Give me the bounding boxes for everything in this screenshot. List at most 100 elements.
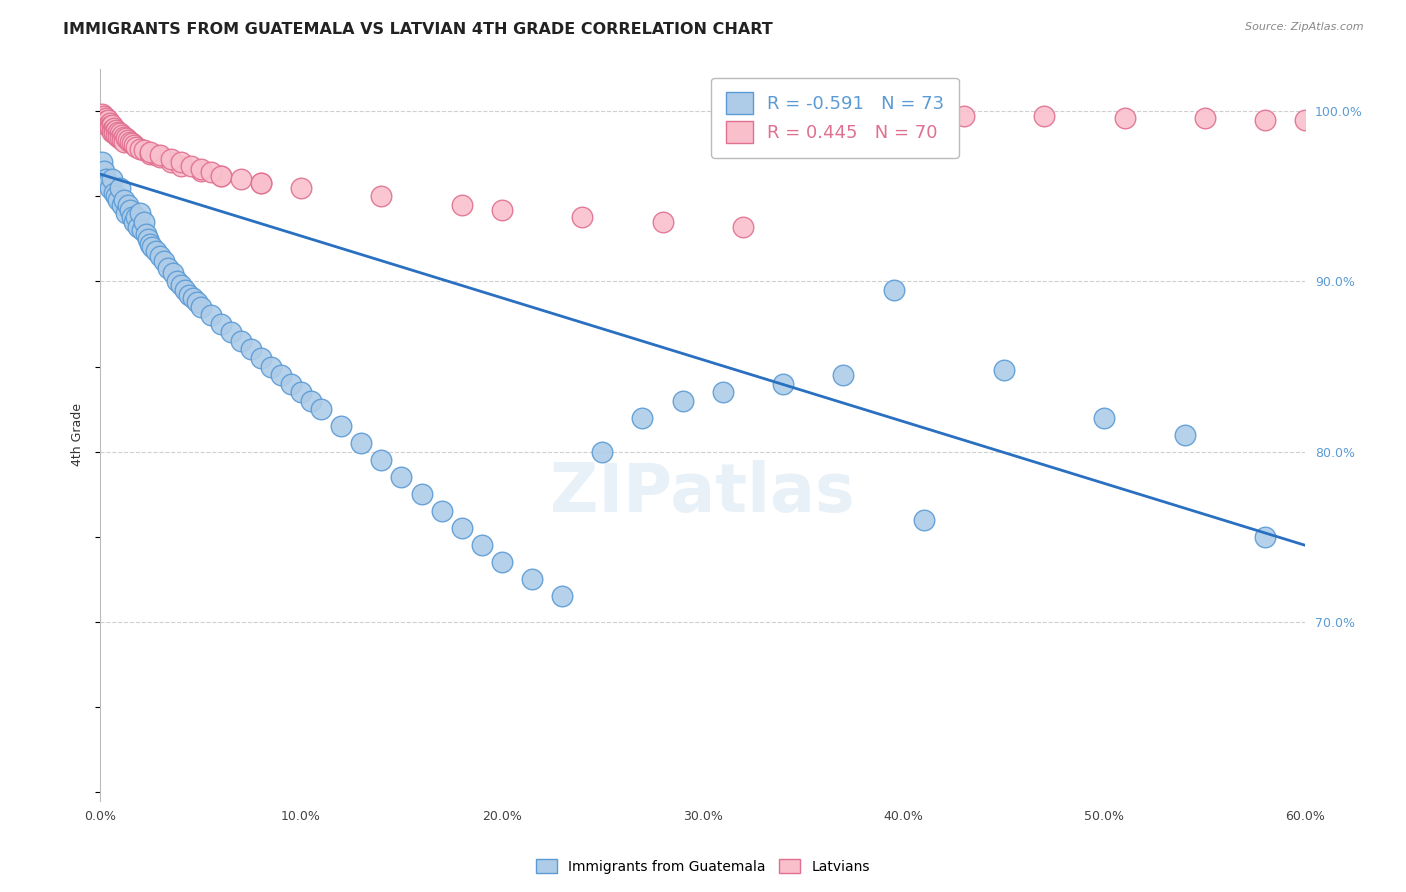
Point (139, 145, 162, 159)
Point (190, 163, 212, 178)
Point (134, 215, 156, 229)
Point (591, 444, 613, 458)
Point (180, 159, 202, 173)
Point (107, 193, 129, 207)
Point (219, 326, 242, 340)
Point (120, 135, 142, 149)
Y-axis label: 4th Grade: 4th Grade (72, 403, 84, 467)
Legend: R = -0.591   N = 73, R = 0.445   N = 70: R = -0.591 N = 73, R = 0.445 N = 70 (711, 78, 959, 158)
Point (1174, 427, 1197, 442)
Point (112, 135, 135, 149)
Point (145, 244, 167, 258)
Point (631, 410, 654, 425)
Point (101, 172, 124, 186)
Point (852, 107, 875, 121)
Point (1033, 109, 1056, 123)
Point (97, 176, 120, 190)
Point (105, 123, 128, 137)
Point (290, 385, 312, 400)
Point (672, 393, 695, 408)
Point (115, 206, 138, 220)
Point (121, 136, 143, 151)
Point (97, 112, 120, 127)
Point (430, 504, 453, 518)
Point (124, 215, 146, 229)
Point (131, 223, 153, 237)
Point (110, 131, 132, 145)
Point (135, 227, 157, 241)
Point (105, 189, 128, 203)
Point (124, 138, 146, 153)
Point (107, 124, 129, 138)
Point (711, 385, 734, 400)
Point (169, 277, 191, 292)
Point (93, 163, 115, 178)
Point (97, 120, 120, 134)
Point (883, 283, 905, 297)
Text: IMMIGRANTS FROM GUATEMALA VS LATVIAN 4TH GRADE CORRELATION CHART: IMMIGRANTS FROM GUATEMALA VS LATVIAN 4TH… (63, 22, 773, 37)
Point (120, 202, 142, 217)
Point (181, 292, 204, 306)
Point (96, 172, 118, 186)
Point (250, 351, 273, 365)
Legend: Immigrants from Guatemala, Latvians: Immigrants from Guatemala, Latvians (529, 852, 877, 880)
Point (1294, 112, 1316, 127)
Text: ZIPatlas: ZIPatlas (550, 460, 855, 526)
Point (1114, 111, 1136, 125)
Point (250, 176, 273, 190)
Point (91, 155, 114, 169)
Point (127, 219, 149, 234)
Point (229, 172, 252, 186)
Point (166, 274, 188, 288)
Point (96, 114, 118, 128)
Point (1254, 112, 1277, 127)
Point (190, 300, 212, 314)
Point (103, 124, 125, 138)
Point (270, 368, 292, 382)
Point (111, 128, 134, 142)
Point (370, 453, 392, 467)
Point (200, 309, 222, 323)
Point (139, 236, 162, 251)
Point (772, 376, 794, 391)
Point (471, 538, 494, 552)
Text: Source: ZipAtlas.com: Source: ZipAtlas.com (1246, 22, 1364, 32)
Point (411, 487, 433, 501)
Point (103, 121, 125, 136)
Point (491, 555, 513, 569)
Point (450, 198, 472, 212)
Point (117, 133, 139, 147)
Point (153, 254, 176, 268)
Point (117, 198, 139, 212)
Point (651, 215, 673, 229)
Point (139, 146, 162, 161)
Point (169, 155, 191, 169)
Point (159, 155, 181, 169)
Point (173, 283, 195, 297)
Point (103, 186, 125, 200)
Point (112, 129, 135, 144)
Point (571, 210, 593, 224)
Point (993, 363, 1015, 377)
Point (149, 148, 172, 162)
Point (912, 513, 935, 527)
Point (290, 180, 312, 194)
Point (169, 159, 191, 173)
Point (101, 123, 124, 137)
Point (96, 111, 118, 125)
Point (110, 180, 132, 194)
Point (93, 109, 115, 123)
Point (1094, 410, 1116, 425)
Point (157, 260, 180, 275)
Point (953, 109, 976, 123)
Point (98, 180, 121, 194)
Point (450, 521, 472, 535)
Point (96, 116, 118, 130)
Point (111, 133, 134, 147)
Point (98, 116, 121, 130)
Point (97, 118, 120, 132)
Point (250, 176, 273, 190)
Point (101, 124, 124, 138)
Point (330, 419, 353, 434)
Point (239, 343, 262, 357)
